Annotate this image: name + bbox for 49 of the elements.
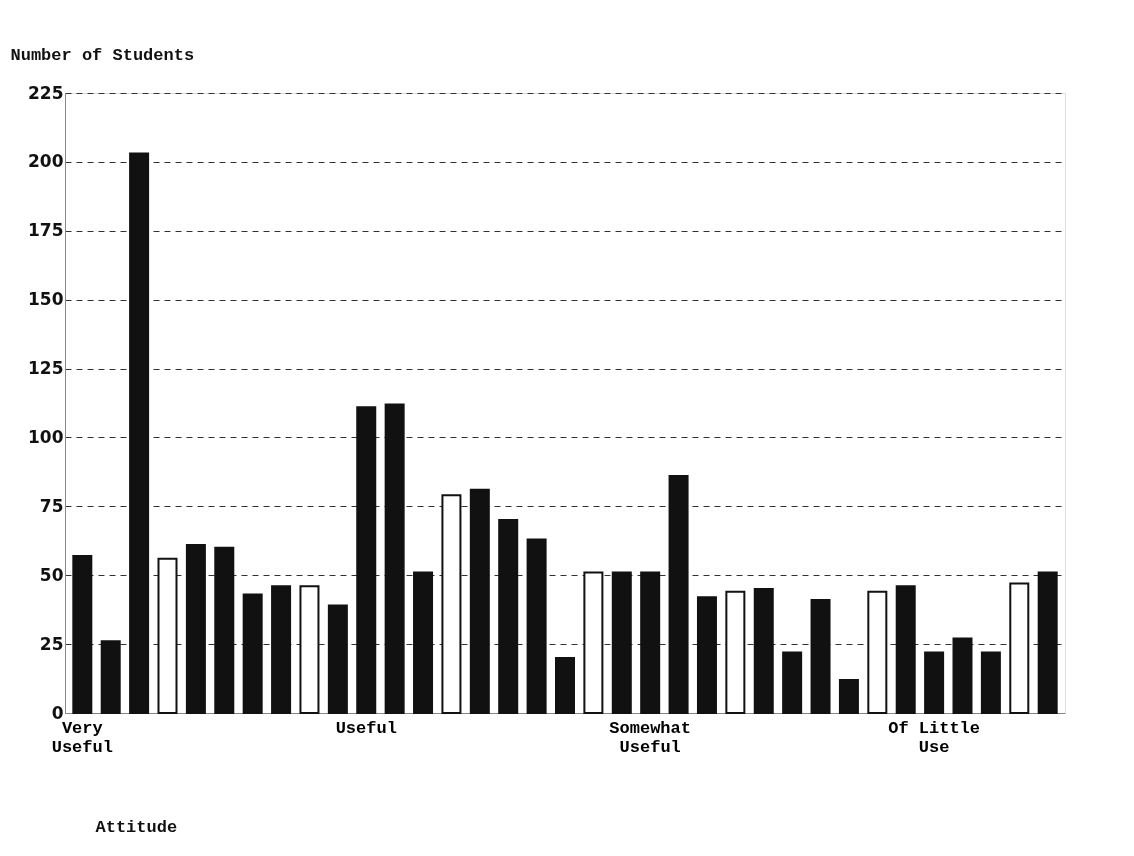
bar (867, 590, 888, 714)
y-axis-title: Number of Students (10, 45, 195, 65)
bar (526, 538, 547, 714)
bar (555, 656, 575, 714)
bar (583, 571, 604, 714)
bar (100, 640, 121, 714)
y-tick-label: 25 (39, 633, 64, 654)
bar (952, 637, 973, 714)
bar (838, 678, 859, 714)
bar (810, 599, 831, 714)
bar (498, 519, 519, 714)
bar (895, 585, 916, 714)
y-tick-label: 75 (39, 495, 64, 516)
bar (157, 557, 178, 714)
x-tick-label: Of Little Use (888, 718, 981, 757)
bar (327, 604, 348, 714)
y-tick-label: 225 (28, 82, 64, 103)
y-tick-label: 175 (28, 220, 64, 241)
bar (1009, 582, 1030, 714)
bar (782, 651, 803, 714)
bar (441, 494, 462, 714)
bar (611, 571, 632, 714)
y-tick-label: 100 (28, 426, 64, 447)
bar (413, 571, 434, 714)
bar (469, 488, 490, 714)
y-tick-label: 125 (28, 358, 64, 379)
x-axis-title: Attitude (95, 817, 178, 837)
bar (299, 585, 320, 714)
bar (725, 590, 746, 714)
bar (668, 475, 689, 714)
y-tick-label: 50 (39, 564, 64, 585)
bar (1037, 571, 1058, 714)
x-tick-label: Somewhat Useful (609, 718, 691, 757)
bar (214, 546, 235, 714)
bar (356, 406, 377, 714)
bar (384, 403, 405, 714)
bar (72, 554, 93, 714)
bar (185, 543, 206, 714)
bar (271, 585, 292, 714)
bar (129, 152, 150, 714)
y-tick-label: 150 (28, 289, 64, 310)
bar (924, 651, 945, 714)
x-tick-label: Useful (335, 718, 397, 738)
bar (696, 596, 717, 714)
y-tick-label: 200 (28, 151, 64, 172)
bar (640, 571, 661, 714)
bar (980, 651, 1001, 714)
bar (242, 593, 263, 714)
bar (753, 588, 774, 714)
